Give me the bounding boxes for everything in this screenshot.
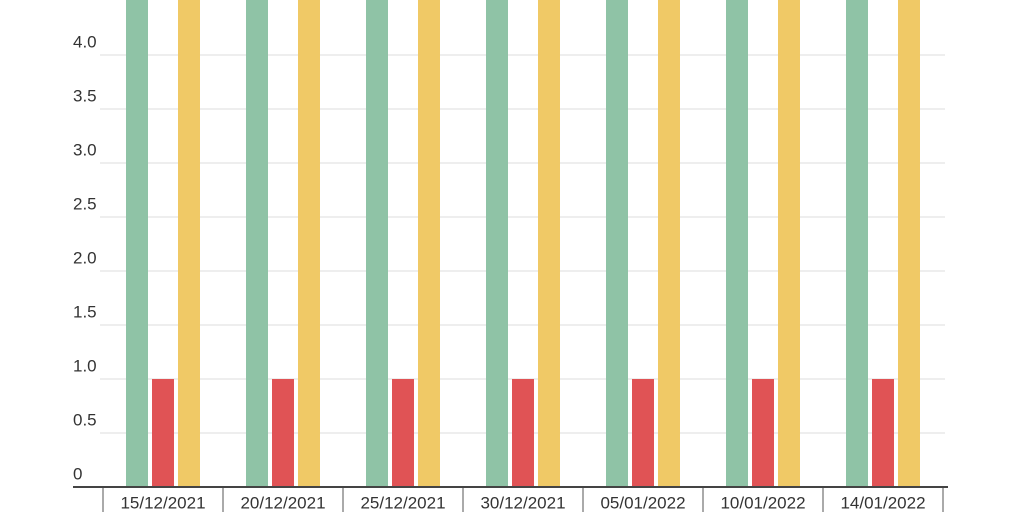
- bar: [486, 0, 508, 487]
- x-tick-label: 30/12/2021: [480, 493, 565, 512]
- bar: [778, 0, 800, 487]
- bar: [512, 379, 534, 487]
- y-tick-label: 1.0: [73, 356, 97, 375]
- x-tick-label: 14/01/2022: [840, 493, 925, 512]
- bar: [392, 379, 414, 487]
- bar: [726, 0, 748, 487]
- y-tick-label: 0.5: [73, 410, 97, 429]
- bar: [152, 379, 174, 487]
- y-tick-label: 4.0: [73, 32, 97, 51]
- y-tick-label: 2.0: [73, 248, 97, 267]
- bar: [752, 379, 774, 487]
- x-tick-label: 05/01/2022: [600, 493, 685, 512]
- bar: [366, 0, 388, 487]
- bar: [872, 379, 894, 487]
- bar: [898, 0, 920, 487]
- x-tick-label: 10/01/2022: [720, 493, 805, 512]
- bar: [846, 0, 868, 487]
- bar: [606, 0, 628, 487]
- y-tick-label: 2.5: [73, 194, 97, 213]
- bar: [658, 0, 680, 487]
- x-tick-label: 20/12/2021: [240, 493, 325, 512]
- bar: [272, 379, 294, 487]
- axes: 0 0.5 1.0 1.5 2.0 2.5 3.0 3.5 4.0 15/12/2021 20/12…: [73, 32, 948, 512]
- y-tick-label: 1.5: [73, 302, 97, 321]
- x-tick-label: 25/12/2021: [360, 493, 445, 512]
- bar: [418, 0, 440, 487]
- bar: [246, 0, 268, 487]
- bar: [538, 0, 560, 487]
- y-tick-label: 0: [73, 464, 82, 483]
- bar: [178, 0, 200, 487]
- bar: [126, 0, 148, 487]
- bar: [632, 379, 654, 487]
- grid: [100, 54, 945, 434]
- y-tick-label: 3.5: [73, 86, 97, 105]
- x-tick-label: 15/12/2021: [120, 493, 205, 512]
- bar: [298, 0, 320, 487]
- y-tick-label: 3.0: [73, 140, 97, 159]
- bars: [126, 0, 920, 487]
